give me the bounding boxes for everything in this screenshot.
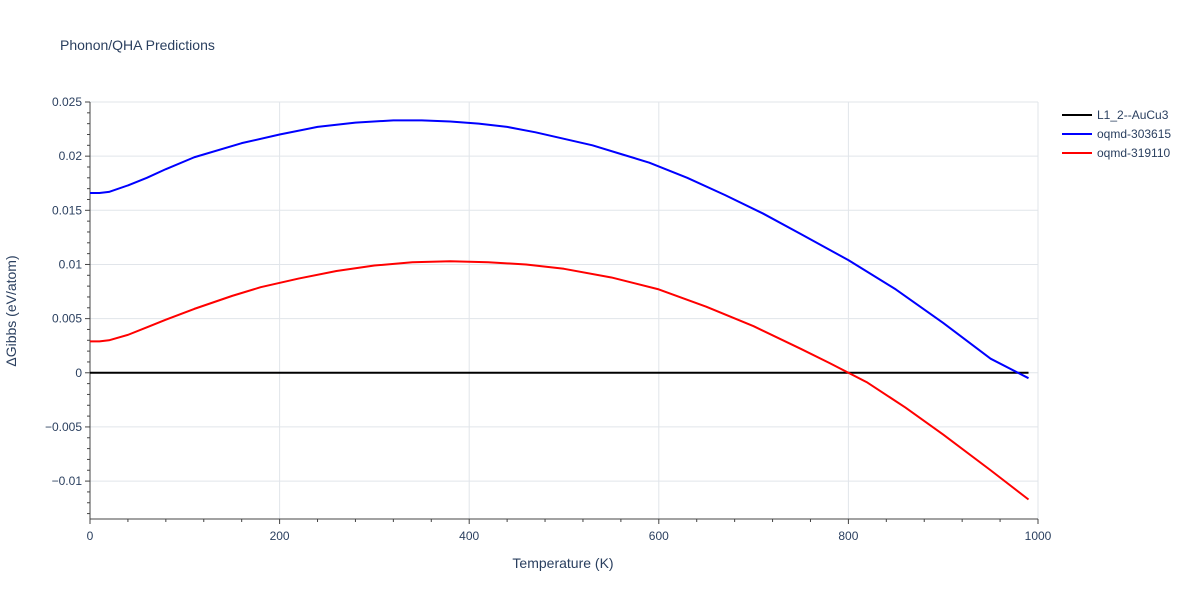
y-tick-label: 0 — [75, 366, 82, 380]
series-line-oqmd-319110[interactable] — [90, 260, 1030, 501]
y-tick-label: 0.01 — [59, 257, 83, 271]
y-tick-label: 0.025 — [52, 95, 82, 109]
plot-area[interactable] — [90, 119, 1030, 501]
x-tick-label: 1000 — [1025, 529, 1052, 543]
y-axis-ticks: −0.01 −0.005 0 0.005 0.01 0.015 0.02 0.025 — [45, 95, 82, 488]
legend-label-l1-2-aucu3[interactable]: L1_2--AuCu3 — [1097, 108, 1169, 122]
x-tick-label: 600 — [649, 529, 669, 543]
x-tick-label: 200 — [270, 529, 290, 543]
axes — [85, 101, 1039, 524]
y-tick-label: −0.01 — [52, 474, 83, 488]
legend-label-oqmd-319110[interactable]: oqmd-319110 — [1097, 146, 1170, 160]
y-tick-label: 0.015 — [52, 203, 82, 217]
series-line-oqmd-303615[interactable] — [90, 119, 1029, 380]
y-tick-label: 0.005 — [52, 312, 82, 326]
x-tick-label: 400 — [459, 529, 479, 543]
y-tick-label: −0.005 — [45, 420, 82, 434]
y-axis-title: ΔGibbs (eV/atom) — [3, 255, 19, 366]
legend[interactable]: L1_2--AuCu3 oqmd-303615 oqmd-319110 — [1062, 108, 1171, 160]
x-tick-label: 0 — [87, 529, 94, 543]
x-axis-ticks: 0 200 400 600 800 1000 — [87, 529, 1052, 543]
chart-title: Phonon/QHA Predictions — [60, 37, 215, 53]
x-tick-label: 800 — [838, 529, 858, 543]
x-axis-title: Temperature (K) — [512, 555, 613, 571]
legend-label-oqmd-303615[interactable]: oqmd-303615 — [1097, 127, 1171, 141]
y-tick-label: 0.02 — [59, 149, 83, 163]
